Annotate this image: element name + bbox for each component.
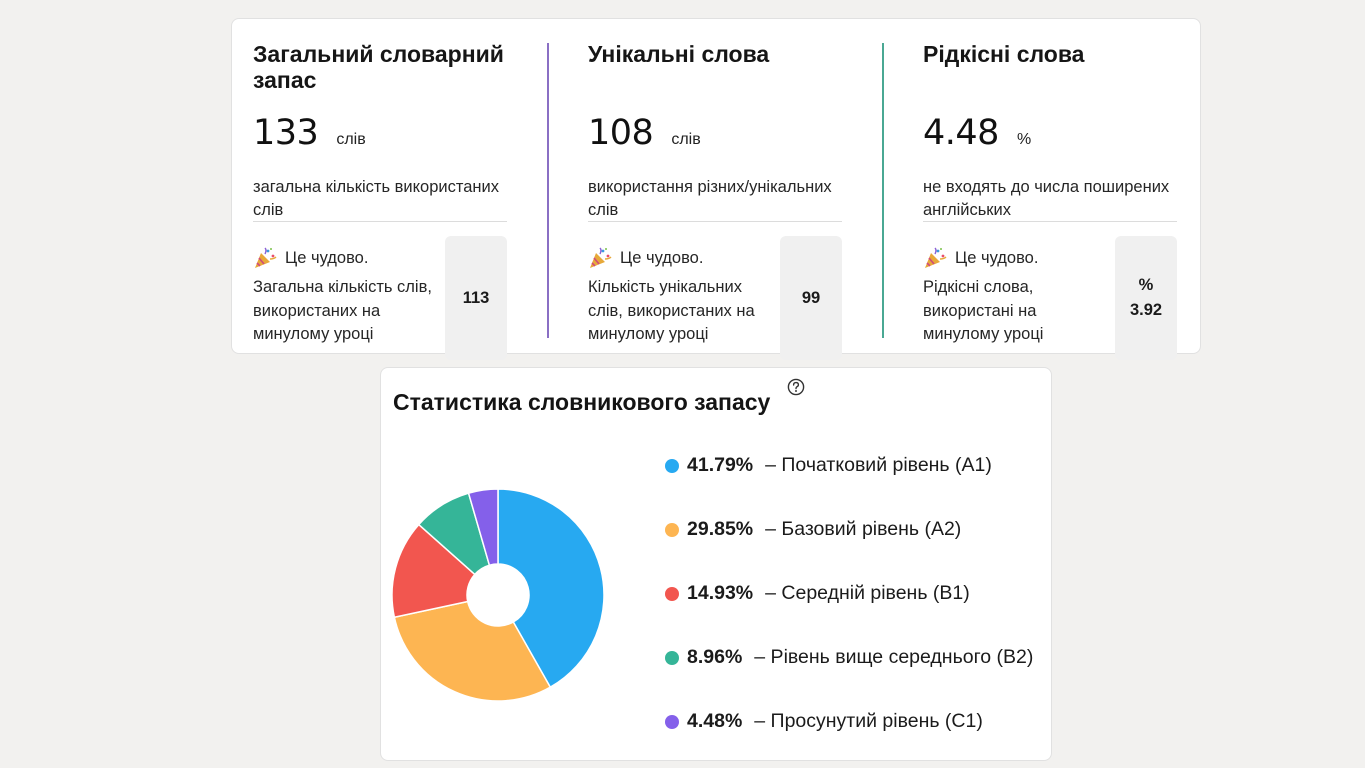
unique-words-description: використання різних/унікальних слів — [588, 176, 842, 222]
rare-previous-unit: % — [1138, 276, 1154, 294]
legend-level-label: – Просунутий рівень (C1) — [754, 710, 983, 732]
unique-note-text: Кількість унікальних слів, використаних … — [588, 278, 755, 343]
unique-words-value: 108 — [588, 113, 654, 153]
rare-words-value-row: 4.48 % — [923, 113, 1031, 153]
legend-level-label: – Базовий рівень (A2) — [765, 518, 962, 540]
rare-words-value: 4.48 — [923, 113, 999, 153]
unique-words-value-row: 108 слів — [588, 113, 701, 153]
legend-item: 4.48% – Просунутий рівень (C1) — [665, 710, 983, 733]
vocabulary-summary-card: Загальний словарний запас 133 слів загал… — [231, 18, 1201, 360]
legend-color-dot — [665, 586, 679, 601]
unique-words-title: Унікальні слова — [588, 41, 770, 67]
legend-color-dot — [665, 458, 679, 473]
rare-words-stat: Рідкісні слова 4.48 % не входять до числ… — [923, 41, 1177, 360]
vocabulary-statistics-card: Статистика словникового запасу 41.79% – П… — [380, 367, 1052, 761]
total-vocabulary-title: Загальний словарний запас — [253, 41, 504, 93]
rare-note-heading: Це чудово. — [955, 249, 1039, 267]
donut-slice-2[interactable] — [393, 600, 552, 702]
party-popper-icon — [255, 247, 277, 268]
donut-slice-3[interactable] — [391, 523, 476, 619]
legend-color-dot — [665, 714, 679, 729]
unique-words-unit: слів — [671, 131, 701, 148]
total-vocabulary-note: Це чудово. Загальна кількість слів, вико… — [253, 247, 445, 347]
divider-green — [882, 43, 884, 338]
rare-words-unit: % — [1016, 131, 1032, 148]
question-circle-icon[interactable] — [787, 378, 805, 396]
legend-level-label: – Рівень вище середнього (B2) — [754, 646, 1034, 668]
legend-item: 41.79% – Початковий рівень (A1) — [665, 454, 992, 477]
legend-item: 14.93% – Середній рівень (B1) — [665, 582, 970, 605]
legend-color-dot — [665, 522, 679, 537]
total-vocabulary-stat: Загальний словарний запас 133 слів загал… — [253, 41, 507, 360]
legend-item: 29.85% – Базовий рівень (A2) — [665, 518, 961, 541]
total-note-text: Загальна кількість слів, використаних на… — [253, 278, 432, 343]
party-popper-icon — [925, 247, 947, 268]
legend-level-label: – Середній рівень (B1) — [765, 582, 970, 604]
total-vocabulary-unit: слів — [336, 131, 366, 148]
total-previous-value-box: 113 — [445, 236, 507, 360]
donut-slice-5[interactable] — [467, 488, 499, 567]
unique-previous-value-box: 99 — [780, 236, 842, 360]
unique-words-stat: Унікальні слова 108 слів використання рі… — [588, 41, 842, 360]
unique-note-heading: Це чудово. — [620, 249, 704, 267]
legend-color-dot — [665, 650, 679, 665]
total-previous-value: 113 — [462, 288, 490, 307]
unique-previous-value: 99 — [801, 288, 821, 307]
rare-words-note: Це чудово. Рідкісні слова, використані н… — [923, 247, 1115, 347]
legend-percentage: 41.79% — [687, 454, 754, 476]
legend-item: 8.96% – Рівень вище середнього (B2) — [665, 646, 1033, 669]
rare-words-title: Рідкісні слова — [923, 41, 1085, 67]
legend-level-label: – Початковий рівень (A1) — [765, 454, 992, 476]
vocabulary-statistics-title: Статистика словникового запасу — [393, 389, 771, 415]
donut-slice-1[interactable] — [497, 488, 605, 689]
total-vocabulary-value-row: 133 слів — [253, 113, 366, 153]
party-popper-icon — [590, 247, 612, 268]
legend-percentage: 29.85% — [687, 518, 754, 540]
total-note-heading: Це чудово. — [285, 249, 369, 267]
divider-purple — [547, 43, 549, 338]
vocabulary-level-donut-chart — [391, 488, 605, 702]
legend-percentage: 4.48% — [687, 710, 743, 732]
legend-percentage: 8.96% — [687, 646, 743, 668]
rare-previous-value-box: % 3.92 — [1115, 236, 1177, 360]
legend-percentage: 14.93% — [687, 582, 754, 604]
rare-previous-value: 3.92 — [1129, 301, 1163, 319]
total-vocabulary-value: 133 — [253, 113, 319, 153]
unique-words-note: Це чудово. Кількість унікальних слів, ви… — [588, 247, 780, 347]
rare-note-text: Рідкісні слова, використані на минулому … — [923, 278, 1044, 343]
rare-words-description: не входять до числа поширених англійськи… — [923, 176, 1177, 222]
total-vocabulary-description: загальна кількість використаних слів — [253, 176, 507, 222]
